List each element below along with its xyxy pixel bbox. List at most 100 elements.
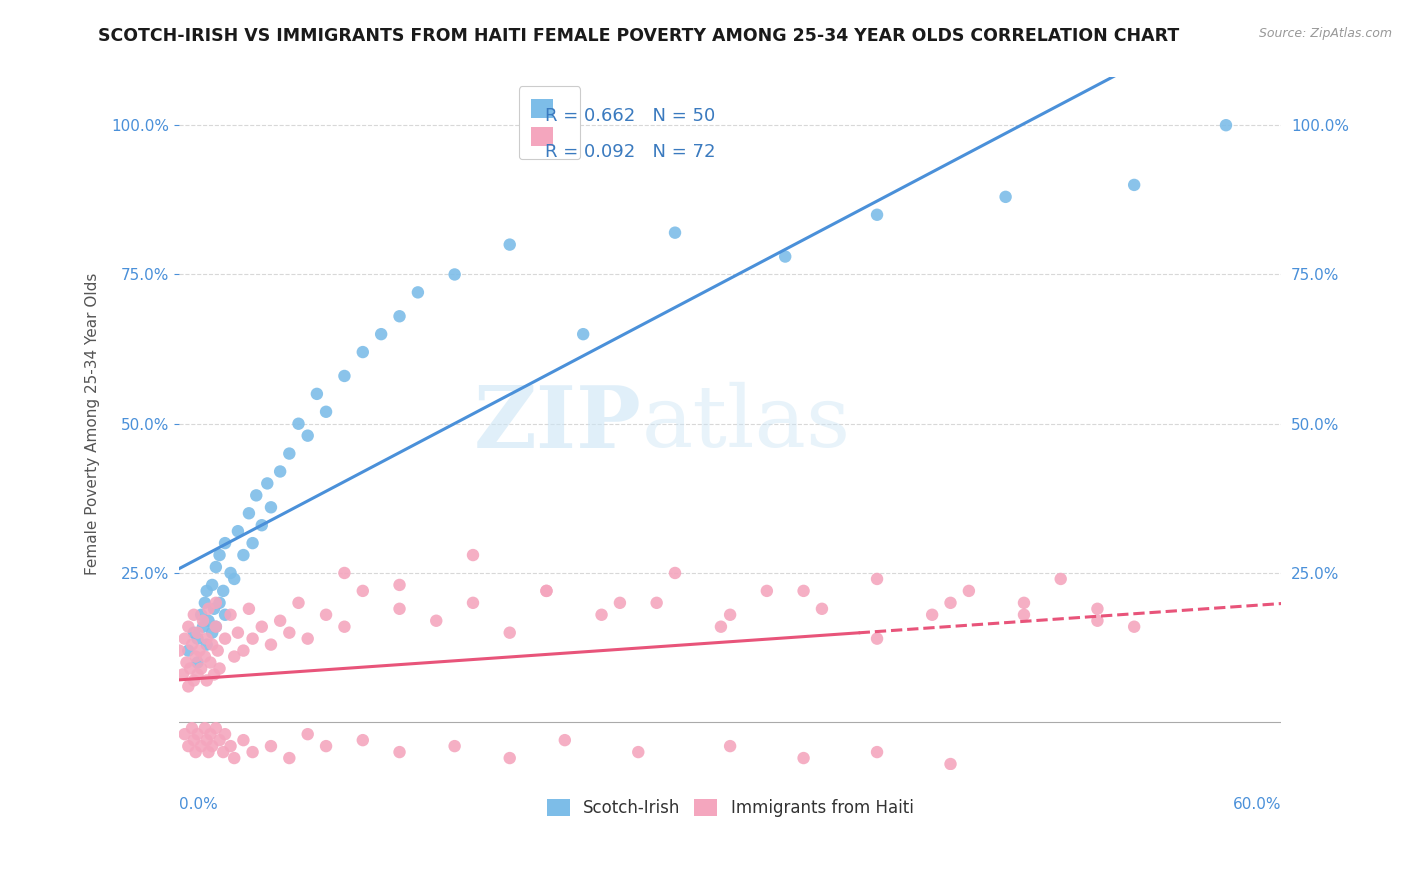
Point: [388, 602, 411, 616]
Point: [190, 739, 212, 753]
Point: [278, 751, 301, 765]
Point: [245, 488, 267, 502]
Point: [645, 596, 668, 610]
Point: [205, 620, 228, 634]
Point: [197, 602, 219, 616]
Point: [866, 208, 889, 222]
Point: [352, 583, 374, 598]
Point: [572, 327, 595, 342]
Text: Source: ZipAtlas.com: Source: ZipAtlas.com: [1258, 27, 1392, 40]
Legend: Scotch-Irish, Immigrants from Haiti: Scotch-Irish, Immigrants from Haiti: [540, 792, 921, 824]
Point: [186, 625, 208, 640]
Point: [224, 751, 246, 765]
Point: [866, 632, 889, 646]
Point: [238, 602, 260, 616]
Point: [305, 387, 328, 401]
Point: [208, 661, 231, 675]
Point: [352, 345, 374, 359]
Point: [208, 548, 231, 562]
Point: [461, 596, 484, 610]
Point: [232, 548, 254, 562]
Point: [179, 661, 201, 675]
Point: [219, 566, 242, 580]
Point: [190, 661, 212, 675]
Point: [1123, 178, 1146, 192]
Point: [994, 190, 1017, 204]
Text: SCOTCH-IRISH VS IMMIGRANTS FROM HAITI FEMALE POVERTY AMONG 25-34 YEAR OLDS CORRE: SCOTCH-IRISH VS IMMIGRANTS FROM HAITI FE…: [98, 27, 1180, 45]
Point: [315, 607, 337, 622]
Point: [718, 739, 741, 753]
Point: [184, 745, 207, 759]
Point: [536, 583, 558, 598]
Point: [315, 739, 337, 753]
Point: [191, 620, 214, 634]
Point: [202, 667, 225, 681]
Point: [333, 566, 356, 580]
Point: [219, 607, 242, 622]
Point: [207, 643, 229, 657]
Point: [226, 524, 249, 538]
Text: ZIP: ZIP: [474, 382, 643, 466]
Point: [269, 614, 291, 628]
Point: [186, 667, 208, 681]
Point: [443, 739, 465, 753]
Point: [461, 548, 484, 562]
Point: [1087, 614, 1109, 628]
Point: [370, 327, 392, 342]
Point: [406, 285, 429, 300]
Point: [183, 625, 205, 640]
Point: [260, 739, 283, 753]
Point: [242, 632, 264, 646]
Point: [200, 656, 222, 670]
Point: [214, 536, 236, 550]
Point: [186, 632, 208, 646]
Point: [297, 632, 319, 646]
Point: [256, 476, 278, 491]
Point: [214, 607, 236, 622]
Point: [201, 739, 224, 753]
Point: [205, 596, 228, 610]
Point: [172, 667, 194, 681]
Point: [186, 727, 208, 741]
Point: [219, 739, 242, 753]
Point: [269, 465, 291, 479]
Point: [443, 268, 465, 282]
Point: [177, 643, 200, 657]
Point: [181, 721, 204, 735]
Point: [260, 500, 283, 515]
Y-axis label: Female Poverty Among 25-34 Year Olds: Female Poverty Among 25-34 Year Olds: [86, 273, 100, 575]
Point: [773, 250, 796, 264]
Point: [939, 596, 962, 610]
Text: R = 0.092   N = 72: R = 0.092 N = 72: [546, 143, 716, 161]
Point: [250, 620, 273, 634]
Point: [197, 614, 219, 628]
Point: [499, 625, 522, 640]
Point: [226, 625, 249, 640]
Point: [176, 656, 198, 670]
Point: [297, 428, 319, 442]
Point: [609, 596, 631, 610]
Text: R = 0.662   N = 50: R = 0.662 N = 50: [546, 106, 716, 125]
Point: [1087, 602, 1109, 616]
Point: [208, 596, 231, 610]
Point: [242, 745, 264, 759]
Point: [194, 596, 217, 610]
Point: [1049, 572, 1071, 586]
Point: [425, 614, 447, 628]
Point: [200, 727, 222, 741]
Point: [1012, 607, 1035, 622]
Point: [191, 614, 214, 628]
Point: [866, 745, 889, 759]
Point: [315, 405, 337, 419]
Point: [536, 583, 558, 598]
Point: [173, 632, 195, 646]
Text: 60.0%: 60.0%: [1233, 797, 1281, 812]
Point: [194, 721, 217, 735]
Point: [352, 733, 374, 747]
Point: [177, 739, 200, 753]
Point: [287, 417, 309, 431]
Point: [554, 733, 576, 747]
Point: [173, 727, 195, 741]
Point: [287, 596, 309, 610]
Point: [195, 673, 218, 688]
